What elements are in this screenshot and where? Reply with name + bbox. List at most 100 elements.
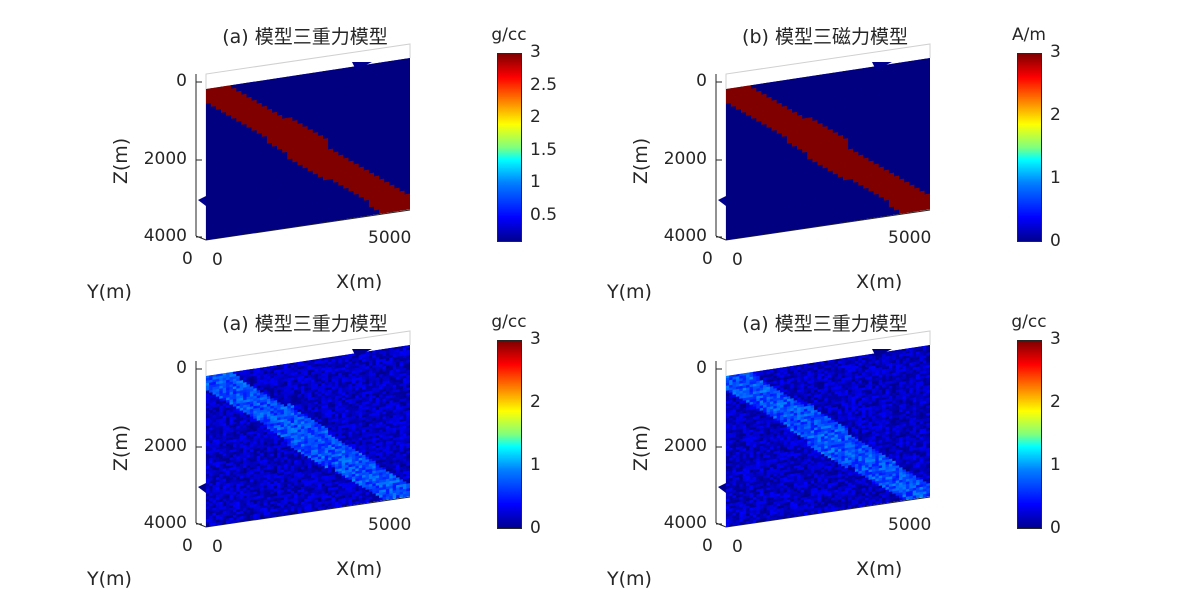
- cell: [842, 217, 849, 223]
- cell: [730, 234, 737, 240]
- cell: [215, 522, 220, 526]
- colorbar-tick-label: 3: [1050, 42, 1061, 62]
- cell: [294, 510, 299, 514]
- cell: [807, 222, 814, 228]
- cell: [924, 76, 930, 82]
- cell: [786, 225, 793, 232]
- z-tick-label: 0: [696, 71, 707, 91]
- z-tick-label: 2000: [143, 149, 187, 169]
- cell: [277, 224, 283, 230]
- cell: [249, 516, 254, 521]
- cell: [266, 225, 273, 232]
- cell: [236, 518, 241, 523]
- cell: [837, 218, 844, 224]
- chart-panel: (b) 模型三磁力模型 0 2000 4000 0 5000 0 Z(m) X(m) Y(m) A/…: [520, 0, 1061, 303]
- cell: [232, 519, 237, 524]
- cell: [404, 140, 410, 146]
- cell: [243, 517, 248, 522]
- x-tick-label: 0: [212, 250, 223, 270]
- y-tick-label: 0: [182, 249, 193, 269]
- cell: [215, 233, 222, 239]
- cell: [924, 133, 930, 139]
- cell: [909, 207, 916, 213]
- colorbar-tick-label: 0: [1050, 231, 1061, 251]
- cell: [328, 216, 334, 222]
- x-tick-label: 5000: [368, 228, 412, 248]
- cell: [404, 102, 410, 109]
- cell: [924, 163, 930, 169]
- x-tick-label: 5000: [888, 228, 932, 248]
- cell: [273, 513, 278, 518]
- slice-cells: [206, 345, 410, 527]
- cell: [280, 512, 285, 516]
- cell: [848, 216, 854, 222]
- panel-title: (a) 模型三重力模型: [222, 26, 388, 48]
- cell: [924, 152, 930, 158]
- cell: [924, 61, 930, 67]
- cell: [282, 223, 288, 229]
- cell: [322, 217, 329, 223]
- cell: [222, 521, 227, 525]
- cell: [226, 520, 231, 525]
- cell: [287, 511, 292, 515]
- cell: [404, 118, 410, 124]
- cell: [338, 214, 345, 221]
- cell: [899, 208, 905, 214]
- cell: [404, 155, 410, 162]
- cell: [756, 230, 762, 236]
- cell: [776, 227, 783, 233]
- cell: [404, 121, 410, 128]
- colorbar-tick-label: 3: [530, 42, 541, 62]
- cell: [924, 102, 930, 109]
- cell: [246, 228, 253, 235]
- cell: [379, 208, 385, 214]
- cell: [853, 215, 859, 221]
- cell: [924, 68, 930, 75]
- cell: [404, 106, 410, 112]
- z-tick-label: 4000: [143, 226, 187, 246]
- cell: [404, 91, 410, 97]
- cell: [353, 212, 360, 218]
- cell: [924, 148, 930, 154]
- cell: [404, 159, 410, 165]
- cell: [924, 174, 930, 180]
- cell: [797, 224, 803, 230]
- slice-cells: [726, 58, 930, 240]
- cell: [873, 212, 880, 218]
- cell: [226, 232, 232, 238]
- cell: [924, 155, 930, 162]
- cell: [924, 170, 930, 177]
- y-tick-label: 0: [702, 249, 713, 269]
- panel-title: (a) 模型三重力模型: [222, 313, 388, 335]
- cell: [271, 225, 278, 231]
- chart-panel: (a) 模型三重力模型 0 2000 4000 0 5000 0 Z(m) X(m) Y(m) g/…: [0, 287, 541, 590]
- cell: [924, 87, 930, 94]
- cell: [317, 218, 324, 224]
- cell: [358, 211, 365, 218]
- cell: [283, 511, 288, 516]
- cell: [219, 521, 224, 526]
- slice-marker: [198, 196, 206, 206]
- x-axis-label: X(m): [336, 271, 383, 293]
- cell: [212, 522, 217, 527]
- z-tick-label: 0: [176, 71, 187, 91]
- cell: [404, 114, 410, 120]
- cell: [726, 235, 732, 240]
- cell: [893, 209, 900, 215]
- slice-cells: [206, 58, 410, 240]
- cell: [771, 228, 778, 234]
- cell: [924, 91, 930, 97]
- cell: [404, 186, 410, 192]
- cell: [924, 65, 930, 71]
- cell: [348, 213, 355, 219]
- cell: [266, 514, 271, 519]
- cell: [404, 87, 410, 94]
- cell: [924, 95, 930, 101]
- cell: [290, 510, 295, 515]
- cell: [384, 207, 390, 214]
- cell: [404, 125, 410, 131]
- colorbar-tick-label: 1: [530, 172, 541, 193]
- panel-title: (b) 模型三磁力模型: [742, 26, 908, 48]
- cell: [924, 125, 930, 131]
- cell: [751, 231, 757, 237]
